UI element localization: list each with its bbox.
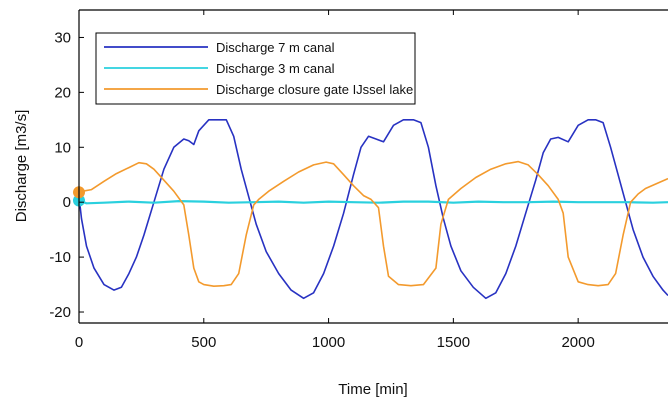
legend-label-1: Discharge 3 m canal	[216, 61, 335, 76]
series-line-1	[79, 199, 668, 205]
x-tick-label: 0	[75, 334, 83, 351]
y-axis-label: Discharge [m3/s]	[13, 110, 30, 223]
y-tick-label: 0	[63, 194, 71, 211]
y-tick-label: 30	[54, 29, 71, 46]
x-tick-group: 0 500 1000 1500 2000	[75, 10, 595, 351]
x-axis-label: Time [min]	[338, 381, 407, 398]
x-tick-label: 500	[191, 334, 216, 351]
y-tick-label: 10	[54, 139, 71, 156]
legend-label-2: Discharge closure gate IJssel lake	[216, 82, 413, 97]
legend: Discharge 7 m canal Discharge 3 m canal Di…	[95, 32, 416, 105]
y-tick-label: -20	[49, 304, 71, 321]
series-line-2	[79, 160, 668, 287]
series-line-0	[79, 119, 668, 300]
legend-label-0: Discharge 7 m canal	[216, 40, 335, 55]
y-tick-label: -10	[49, 249, 71, 266]
y-tick-group: -20 -10 0 10 20 30	[49, 29, 84, 321]
x-tick-label: 2000	[561, 334, 594, 351]
y-tick-label: 20	[54, 84, 71, 101]
x-tick-label: 1000	[312, 334, 345, 351]
series-layer	[79, 119, 668, 300]
x-tick-label: 1500	[437, 334, 470, 351]
